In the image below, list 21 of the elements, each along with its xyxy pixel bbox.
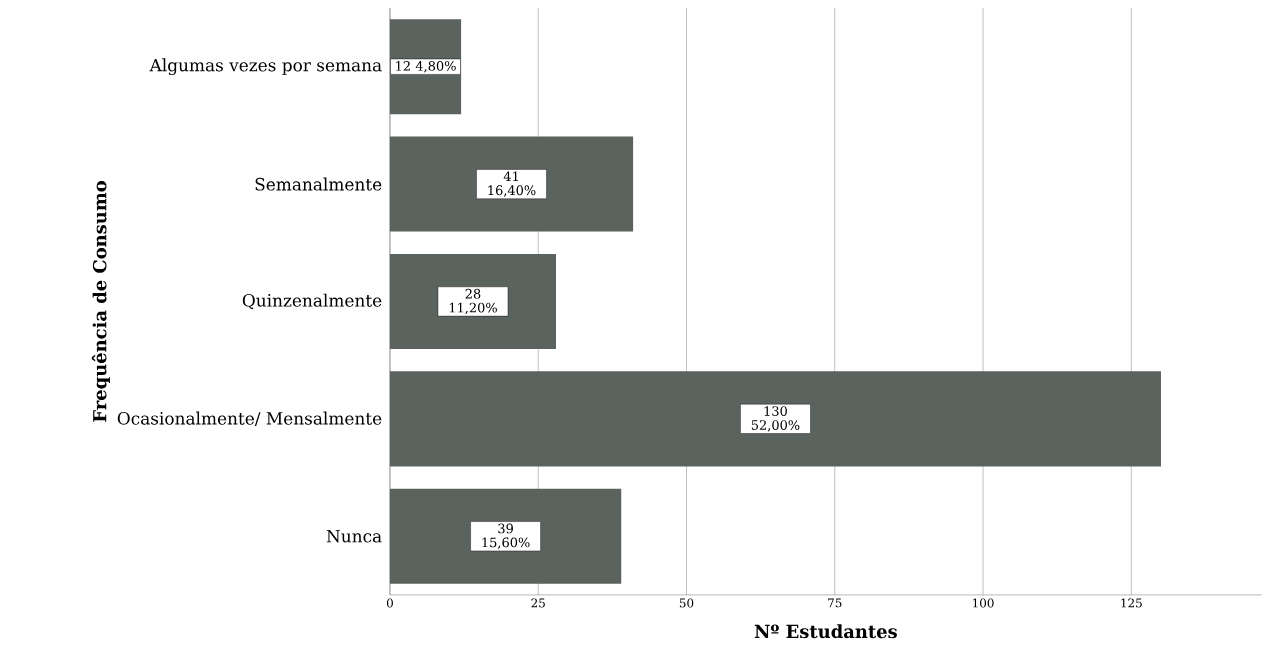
y-tick-label: Semanalmente (255, 177, 382, 191)
x-tick-label: 25 (531, 598, 545, 608)
x-tick-label: 100 (973, 598, 994, 608)
y-tick-label: Quinzenalmente (242, 293, 382, 310)
x-tick-label: 0 (386, 598, 393, 608)
y-tick-label: Ocasionalmente/ Mensalmente (117, 411, 382, 427)
data-label: 12 4,80% (396, 61, 456, 73)
y-tick-label: Nunca (326, 529, 382, 543)
data-label: 39 15,60% (482, 523, 530, 549)
bar (389, 136, 634, 232)
y-axis-title: Frequência de Consumo (91, 181, 110, 422)
data-label: 28 11,20% (449, 288, 497, 315)
data-label: 41 16,40% (488, 171, 536, 197)
x-axis-title: Nº Estudantes (754, 624, 897, 639)
x-tick-label: 125 (1121, 598, 1142, 608)
data-label: 130 52,00% (751, 406, 800, 432)
bar (389, 371, 1161, 467)
x-tick-label: 75 (828, 598, 842, 608)
y-tick-label: Algumas vezes por semana (149, 58, 382, 76)
x-tick-label: 50 (679, 598, 694, 608)
bar (389, 488, 622, 584)
